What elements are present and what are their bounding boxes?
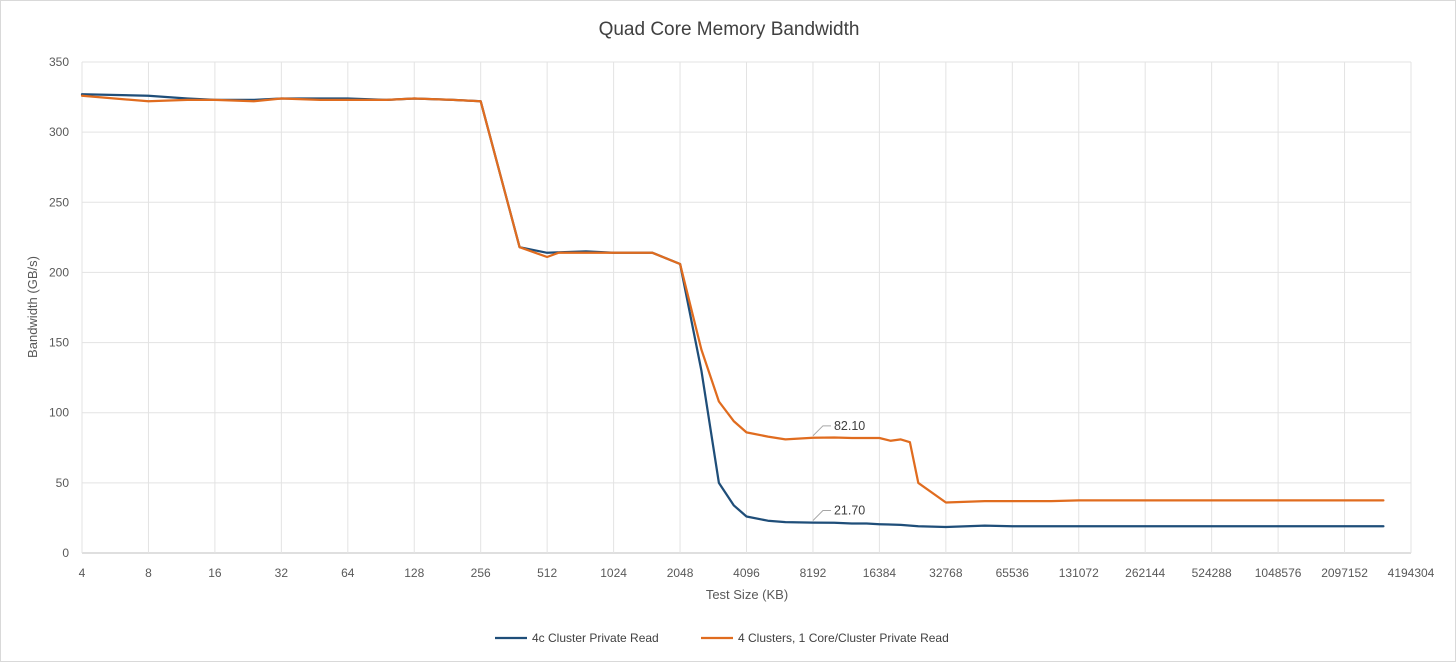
legend-label-2: 4 Clusters, 1 Core/Cluster Private Read bbox=[738, 631, 949, 645]
y-tick-label: 50 bbox=[56, 476, 70, 490]
grid-lines bbox=[81, 61, 1412, 554]
y-tick-label: 150 bbox=[49, 336, 69, 350]
y-tick-label: 300 bbox=[49, 125, 69, 139]
x-tick-label: 16384 bbox=[863, 566, 897, 580]
y-tick-label: 250 bbox=[49, 195, 69, 209]
x-tick-label: 2048 bbox=[667, 566, 694, 580]
annotation-leader bbox=[812, 510, 831, 521]
y-axis-label: Bandwidth (GB/s) bbox=[25, 256, 40, 358]
x-tick-label: 4096 bbox=[733, 566, 760, 580]
x-tick-label: 64 bbox=[341, 566, 355, 580]
x-tick-label: 8192 bbox=[800, 566, 827, 580]
data-annotations: 82.10 21.70 bbox=[812, 419, 865, 521]
data-label: 21.70 bbox=[834, 504, 865, 518]
x-tick-label: 4 bbox=[79, 566, 86, 580]
chart-title: Quad Core Memory Bandwidth bbox=[599, 19, 860, 40]
x-tick-label: 1048576 bbox=[1255, 566, 1302, 580]
x-axis-ticks: 4 8 16 32 64 128 256 512 1024 2048 4096 8192 16384 32… bbox=[79, 566, 1435, 580]
x-tick-label: 32768 bbox=[929, 566, 963, 580]
y-tick-label: 0 bbox=[62, 546, 69, 560]
x-tick-label: 4194304 bbox=[1388, 566, 1435, 580]
x-tick-label: 1024 bbox=[600, 566, 627, 580]
x-axis-label: Test Size (KB) bbox=[706, 587, 788, 602]
x-tick-label: 256 bbox=[471, 566, 491, 580]
x-tick-label: 65536 bbox=[996, 566, 1030, 580]
series-lines bbox=[80, 93, 1385, 529]
x-tick-label: 524288 bbox=[1192, 566, 1232, 580]
x-tick-label: 131072 bbox=[1059, 566, 1099, 580]
x-tick-label: 262144 bbox=[1125, 566, 1165, 580]
x-tick-label: 512 bbox=[537, 566, 557, 580]
x-tick-label: 16 bbox=[208, 566, 222, 580]
series-line-1 bbox=[80, 93, 1385, 529]
x-tick-label: 2097152 bbox=[1321, 566, 1368, 580]
data-label: 82.10 bbox=[834, 419, 865, 433]
x-tick-label: 8 bbox=[145, 566, 152, 580]
y-tick-label: 100 bbox=[49, 406, 69, 420]
legend-label-1: 4c Cluster Private Read bbox=[532, 631, 659, 645]
legend: 4c Cluster Private Read 4 Clusters, 1 Cor… bbox=[495, 631, 949, 645]
series-line-2 bbox=[80, 94, 1385, 504]
y-tick-label: 200 bbox=[49, 265, 69, 279]
x-tick-label: 32 bbox=[275, 566, 289, 580]
x-tick-label: 128 bbox=[404, 566, 424, 580]
annotation-leader bbox=[812, 425, 831, 437]
y-tick-label: 350 bbox=[49, 55, 69, 69]
y-axis-ticks: 0 50 100 150 200 250 300 350 bbox=[49, 55, 69, 560]
